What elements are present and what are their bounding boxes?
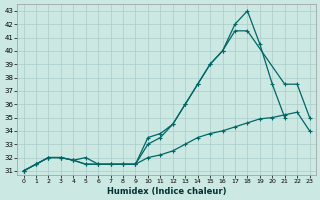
X-axis label: Humidex (Indice chaleur): Humidex (Indice chaleur) — [107, 187, 226, 196]
